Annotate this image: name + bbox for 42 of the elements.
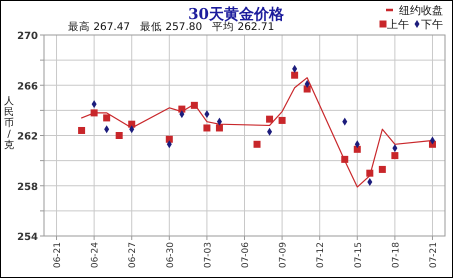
point: [90, 109, 98, 116]
x-tick-label: 06-30: [166, 242, 176, 268]
legend-label: 纽约收盘: [399, 4, 443, 17]
point: [166, 136, 173, 143]
point: [378, 166, 386, 173]
x-tick-label: 07-06: [241, 242, 251, 268]
x-tick-label: 07-09: [278, 242, 289, 268]
point: [278, 116, 286, 124]
point: [203, 124, 210, 132]
point: [178, 106, 186, 113]
y-tick-label: 266: [17, 81, 38, 92]
x-tick-label: 07-18: [391, 242, 402, 268]
legend-label: 上午: [387, 18, 409, 31]
point: [266, 116, 274, 123]
x-tick-label: 06-21: [53, 242, 64, 268]
chart-title: 30天黄金价格: [188, 5, 285, 23]
point: [304, 86, 311, 93]
x-tick-label: 06-24: [90, 242, 101, 268]
point: [116, 132, 123, 139]
x-tick-label: 07-21: [428, 242, 439, 268]
y-tick-label: 258: [17, 182, 38, 193]
x-tick-label: 07-12: [316, 242, 326, 268]
x-tick-label: 07-15: [354, 242, 364, 268]
y-tick-label: 270: [17, 31, 38, 42]
point: [103, 114, 110, 122]
x-tick-label: 07-03: [203, 242, 214, 268]
point: [366, 170, 374, 177]
legend-label: 下午: [421, 18, 443, 31]
point: [78, 126, 86, 134]
point: [354, 146, 361, 153]
point: [128, 120, 136, 128]
point: [216, 124, 223, 132]
x-tick-label: 06-27: [128, 242, 138, 268]
y-tick-label: 254: [17, 232, 38, 243]
point: [341, 156, 348, 163]
y-tick-label: 262: [17, 132, 38, 142]
point: [291, 72, 298, 79]
point: [190, 102, 198, 109]
y-axis-title: 人民币/克: [4, 96, 14, 151]
point: [391, 152, 398, 160]
chart-subtitle: 最高 267.47 最低 257.80 平均 262.71: [68, 20, 274, 33]
point: [254, 140, 261, 148]
